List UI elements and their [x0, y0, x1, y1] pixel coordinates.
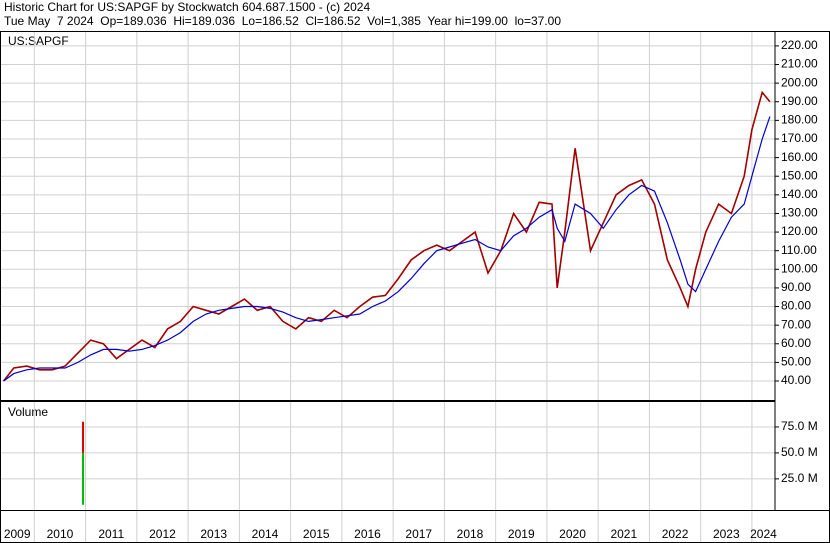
y-tick-label: 60.00: [781, 336, 811, 350]
y-tick-label: 210.00: [781, 57, 818, 71]
year-label: 2011: [98, 527, 124, 541]
year-label: 2015: [303, 527, 330, 541]
year-label: 2009: [4, 527, 31, 541]
y-tick-label: 25.0 M: [781, 471, 818, 485]
year-label: 2012: [149, 527, 176, 541]
price-line: [2, 90, 771, 382]
year-label: 2014: [252, 527, 279, 541]
y-tick-label: 50.0 M: [781, 445, 818, 459]
moving-average-line: [3, 116, 771, 382]
y-tick-label: 70.00: [781, 317, 811, 331]
year-label: 2020: [559, 527, 586, 541]
year-label: 2016: [354, 527, 381, 541]
y-tick-label: 110.00: [781, 243, 817, 257]
y-tick-label: 90.00: [781, 280, 811, 294]
volume-panel-label: Volume: [8, 405, 48, 419]
volume-bar: [82, 452, 85, 505]
y-tick-label: 140.00: [781, 187, 818, 201]
y-tick-label: 80.00: [781, 299, 811, 313]
y-tick-label: 160.00: [781, 150, 818, 164]
volume-bar: [82, 421, 85, 453]
y-tick-label: 75.0 M: [781, 419, 818, 433]
y-tick-label: 150.00: [781, 168, 818, 182]
header-quote: Tue May 7 2024 Op=189.036 Hi=189.036 Lo=…: [4, 14, 561, 28]
y-tick-label: 50.00: [781, 355, 811, 369]
y-tick-label: 120.00: [781, 224, 818, 238]
year-label: 2013: [200, 527, 227, 541]
year-label: 2018: [457, 527, 484, 541]
y-tick-label: 200.00: [781, 75, 818, 89]
year-label: 2022: [662, 527, 689, 541]
year-label: 2017: [405, 527, 432, 541]
y-tick-label: 220.00: [781, 38, 818, 52]
y-tick-label: 40.00: [781, 373, 811, 387]
price-panel-label: US:SAPGF: [8, 34, 69, 48]
y-tick-label: 190.00: [781, 94, 818, 108]
year-label: 2024: [750, 527, 777, 541]
header-title: Historic Chart for US:SAPGF by Stockwatc…: [4, 0, 370, 14]
year-label: 2023: [713, 527, 740, 541]
year-label: 2019: [508, 527, 535, 541]
y-tick-label: 100.00: [781, 261, 818, 275]
year-label: 2021: [610, 527, 637, 541]
y-tick-label: 180.00: [781, 113, 818, 127]
y-tick-label: 130.00: [781, 206, 818, 220]
y-tick-label: 170.00: [781, 131, 818, 145]
year-label: 2010: [47, 527, 74, 541]
